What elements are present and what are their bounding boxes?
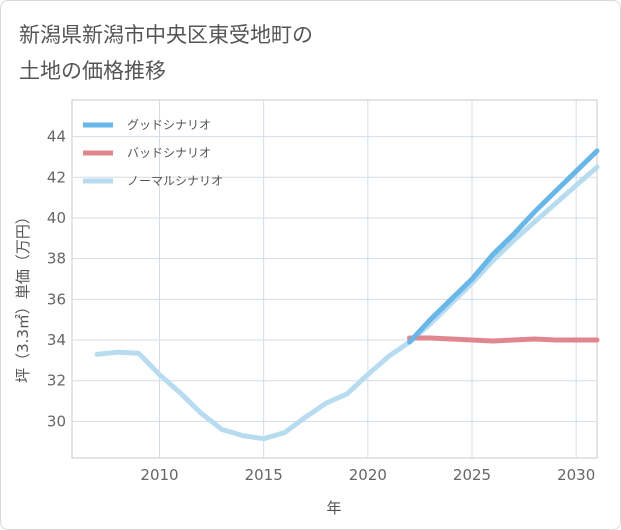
y-axis-label: 坪（3.3㎡）単価（万円） (14, 209, 32, 383)
x-tick-label: 2015 (245, 466, 283, 484)
series-line-normal (94, 164, 600, 442)
y-tick-label: 34 (47, 331, 66, 349)
axis-ticks: 2010 2015 2020 2025 2030 30 32 34 36 38 40 42 44 (47, 128, 595, 484)
x-axis-label: 年 (326, 499, 341, 517)
y-tick-label: 30 (47, 412, 66, 430)
x-tick-label: 2030 (557, 466, 595, 484)
series-line-good (407, 148, 600, 345)
y-tick-label: 42 (47, 168, 66, 186)
y-tick-label: 32 (47, 372, 66, 390)
x-tick-label: 2010 (140, 466, 178, 484)
x-tick-label: 2025 (453, 466, 491, 484)
legend-label-good: グッドシナリオ (127, 118, 211, 132)
title-line-2: 土地の価格推移 (19, 59, 166, 83)
x-tick-label: 2020 (349, 466, 387, 484)
legend-label-normal: ノーマルシナリオ (127, 174, 223, 188)
y-tick-label: 38 (47, 250, 66, 268)
y-tick-label: 40 (47, 209, 66, 227)
legend-label-bad: バッドシナリオ (127, 146, 211, 160)
chart-title: 新潟県新潟市中央区東受地町の 土地の価格推移 (19, 17, 579, 89)
y-tick-label: 44 (47, 128, 66, 146)
series-lines (94, 148, 600, 442)
series-line-bad (407, 335, 600, 344)
title-line-1: 新潟県新潟市中央区東受地町の (19, 23, 313, 47)
y-tick-label: 36 (47, 290, 66, 308)
grid-lines (72, 100, 597, 458)
